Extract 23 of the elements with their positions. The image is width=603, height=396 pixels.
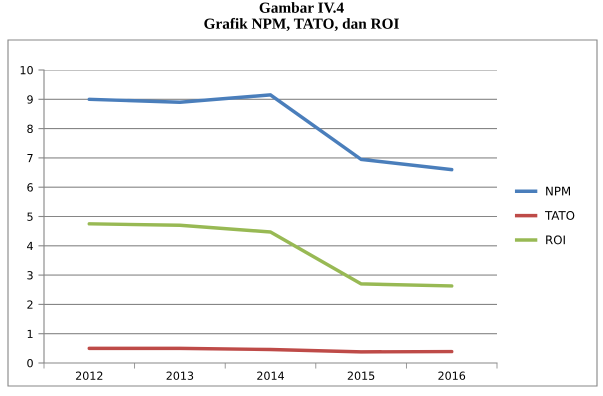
line-series — [88, 222, 454, 288]
y-tick-label: 8 — [27, 124, 33, 133]
y-tick-label: 4 — [27, 242, 33, 250]
legend-label: NPM — [546, 186, 570, 196]
y-tick-label: 10 — [20, 66, 33, 74]
y-tick-label: 9 — [27, 95, 33, 104]
x-tick-label: 2014 — [257, 372, 284, 380]
y-tick-label: 3 — [27, 271, 33, 280]
x-tick-label: 2015 — [348, 372, 374, 380]
legend-label: ROI — [546, 235, 565, 244]
y-tick-label: 5 — [27, 212, 33, 221]
chart-title: Gambar IV.4 — [260, 2, 344, 13]
x-tick-label: 2013 — [166, 372, 194, 380]
y-tick-label: 2 — [27, 300, 32, 309]
y-tick-label: 6 — [27, 183, 33, 192]
y-tick-label: 0 — [27, 358, 33, 368]
y-tick-label: 7 — [27, 154, 33, 162]
x-tick-label: 2012 — [76, 372, 102, 380]
chart-subtitle: Grafik NPM, TATO, dan ROI — [204, 18, 399, 32]
legend-label: TATO — [544, 210, 574, 220]
x-tick-label: 2016 — [438, 372, 466, 380]
line-series — [88, 93, 454, 172]
y-tick-label: 1 — [28, 330, 33, 338]
